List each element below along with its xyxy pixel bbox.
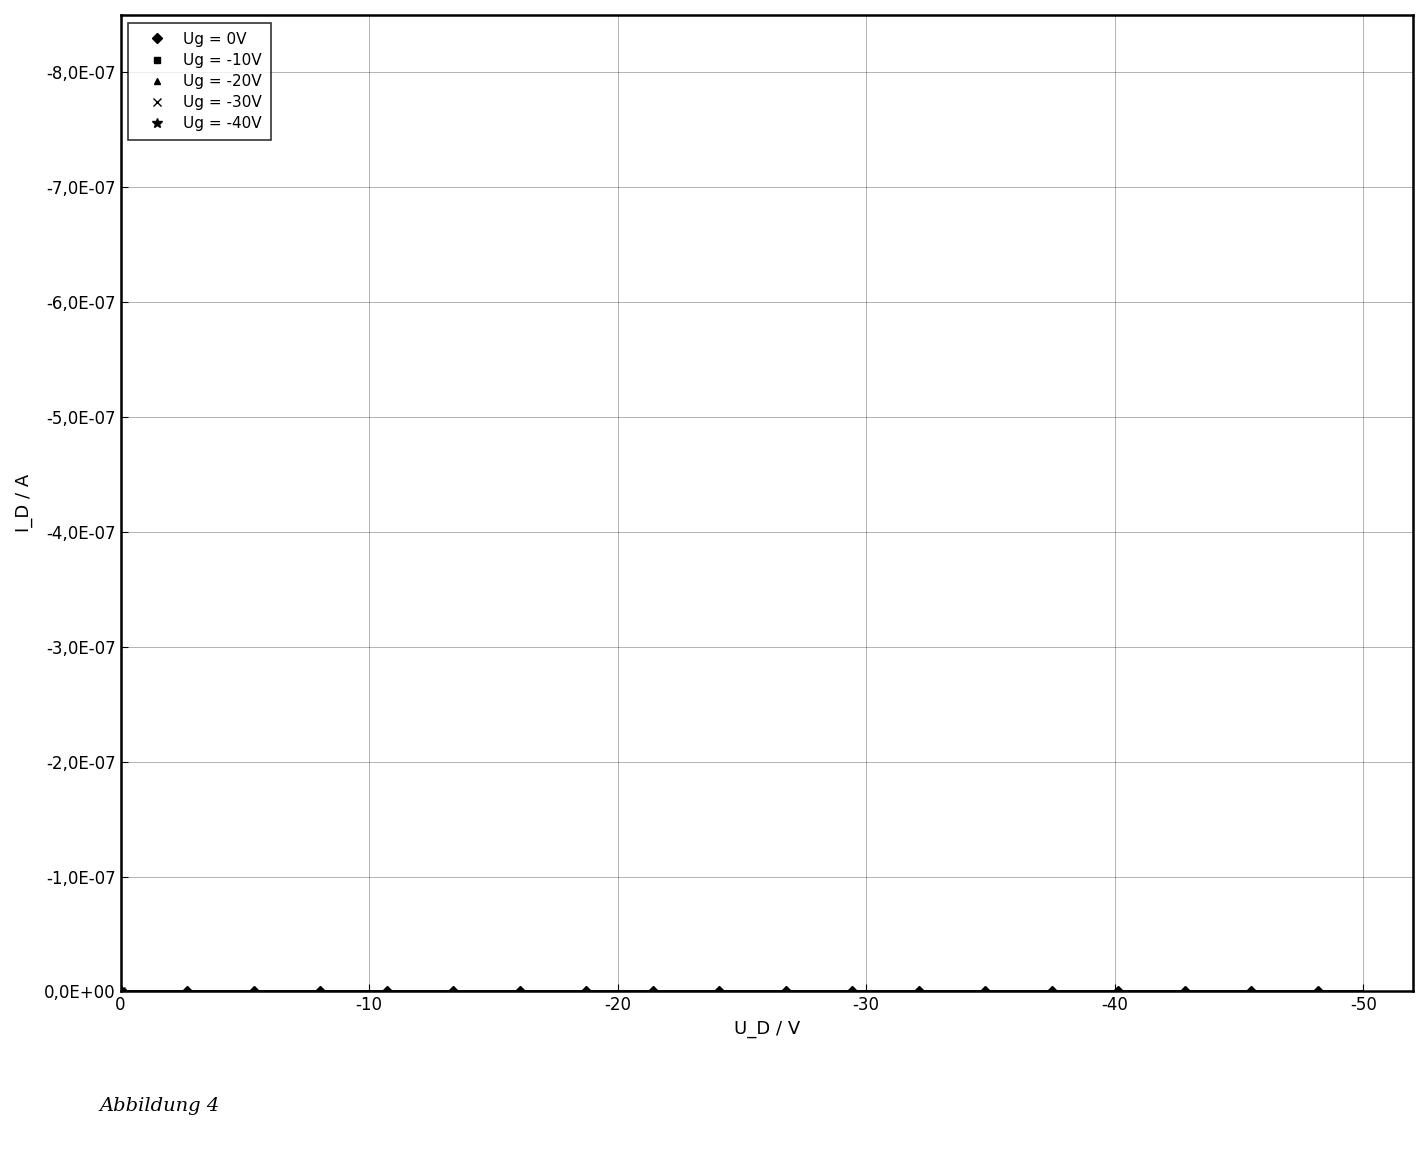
Ug = -10V bbox=[1110, 1031, 1127, 1045]
Text: Abbildung 4: Abbildung 4 bbox=[100, 1097, 220, 1114]
Ug = 0V bbox=[246, 985, 263, 998]
Ug = -10V bbox=[444, 1031, 461, 1045]
Ug = -10V bbox=[1309, 1031, 1327, 1045]
Ug = -10V bbox=[246, 1031, 263, 1045]
Ug = 0V bbox=[1042, 985, 1060, 998]
Ug = 0V bbox=[711, 985, 728, 998]
Ug = -10V bbox=[844, 1031, 861, 1045]
Ug = -10V bbox=[644, 1031, 661, 1045]
Legend: Ug = 0V, Ug = -10V, Ug = -20V, Ug = -30V, Ug = -40V: Ug = 0V, Ug = -10V, Ug = -20V, Ug = -30V… bbox=[129, 23, 271, 140]
Line: Ug = 0V: Ug = 0V bbox=[117, 988, 1321, 995]
Ug = -20V bbox=[111, 985, 129, 998]
Ug = 0V bbox=[511, 985, 528, 998]
Ug = 0V bbox=[844, 985, 861, 998]
Ug = 0V bbox=[178, 985, 196, 998]
Ug = -40V bbox=[111, 985, 129, 998]
Ug = -10V bbox=[777, 1031, 794, 1045]
Ug = 0V bbox=[1309, 985, 1327, 998]
Line: Ug = -30V: Ug = -30V bbox=[117, 987, 1322, 1157]
Ug = 0V bbox=[1177, 985, 1194, 998]
Line: Ug = -20V: Ug = -20V bbox=[117, 988, 1321, 1157]
Ug = -10V bbox=[178, 1020, 196, 1034]
Ug = 0V bbox=[644, 985, 661, 998]
Ug = 0V bbox=[910, 985, 927, 998]
Ug = 0V bbox=[977, 985, 994, 998]
Ug = 0V bbox=[577, 985, 594, 998]
X-axis label: U_D / V: U_D / V bbox=[734, 1019, 800, 1038]
Ug = -10V bbox=[1042, 1031, 1060, 1045]
Ug = -10V bbox=[311, 1031, 328, 1045]
Ug = -10V bbox=[1177, 1031, 1194, 1045]
Y-axis label: I_D / A: I_D / A bbox=[16, 474, 33, 532]
Ug = 0V bbox=[1110, 985, 1127, 998]
Line: Ug = -40V: Ug = -40V bbox=[116, 987, 1322, 1157]
Ug = 0V bbox=[111, 985, 129, 998]
Ug = -10V bbox=[977, 1031, 994, 1045]
Ug = 0V bbox=[311, 985, 328, 998]
Ug = -10V bbox=[711, 1031, 728, 1045]
Ug = -10V bbox=[910, 1031, 927, 1045]
Ug = -10V bbox=[577, 1031, 594, 1045]
Ug = 0V bbox=[1242, 985, 1259, 998]
Ug = 0V bbox=[777, 985, 794, 998]
Ug = -10V bbox=[511, 1031, 528, 1045]
Ug = -10V bbox=[111, 985, 129, 998]
Ug = -10V bbox=[1242, 1031, 1259, 1045]
Line: Ug = -10V: Ug = -10V bbox=[117, 988, 1321, 1041]
Ug = -10V bbox=[378, 1031, 396, 1045]
Ug = 0V bbox=[378, 985, 396, 998]
Ug = 0V bbox=[444, 985, 461, 998]
Ug = -30V bbox=[111, 985, 129, 998]
